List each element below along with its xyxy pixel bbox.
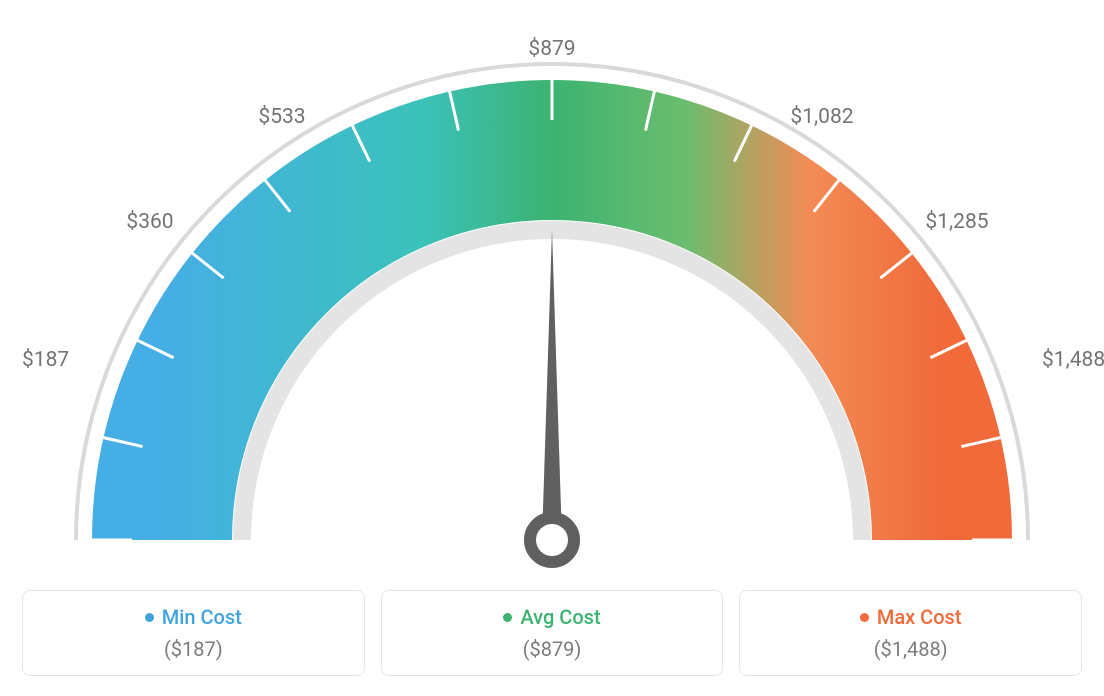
legend-card-max: Max Cost ($1,488) (739, 590, 1082, 676)
dot-icon (860, 613, 869, 622)
gauge-tick-label: $1,285 (925, 210, 988, 234)
gauge-tick-label: $360 (126, 210, 173, 234)
legend-label: Max Cost (877, 605, 962, 629)
gauge-tick-label: $1,488 (1042, 348, 1104, 372)
gauge-tick-label: $533 (258, 105, 305, 129)
gauge-chart: $187$360$533$879$1,082$1,285$1,488 (22, 20, 1082, 580)
legend-card-min: Min Cost ($187) (22, 590, 365, 676)
legend-title-avg: Avg Cost (503, 605, 600, 629)
legend-value: ($879) (396, 637, 709, 661)
gauge-tick-label: $879 (528, 37, 575, 61)
legend-label: Avg Cost (520, 605, 600, 629)
legend-value: ($187) (37, 637, 350, 661)
gauge-tick-label: $1,082 (790, 105, 853, 129)
legend-title-min: Min Cost (145, 605, 242, 629)
legend-row: Min Cost ($187) Avg Cost ($879) Max Cost… (22, 590, 1082, 676)
legend-value: ($1,488) (754, 637, 1067, 661)
legend-label: Min Cost (162, 605, 242, 629)
gauge-tick-label: $187 (22, 348, 62, 372)
dot-icon (503, 613, 512, 622)
gauge-svg (22, 20, 1082, 580)
legend-card-avg: Avg Cost ($879) (381, 590, 724, 676)
legend-title-max: Max Cost (860, 605, 962, 629)
dot-icon (145, 613, 154, 622)
